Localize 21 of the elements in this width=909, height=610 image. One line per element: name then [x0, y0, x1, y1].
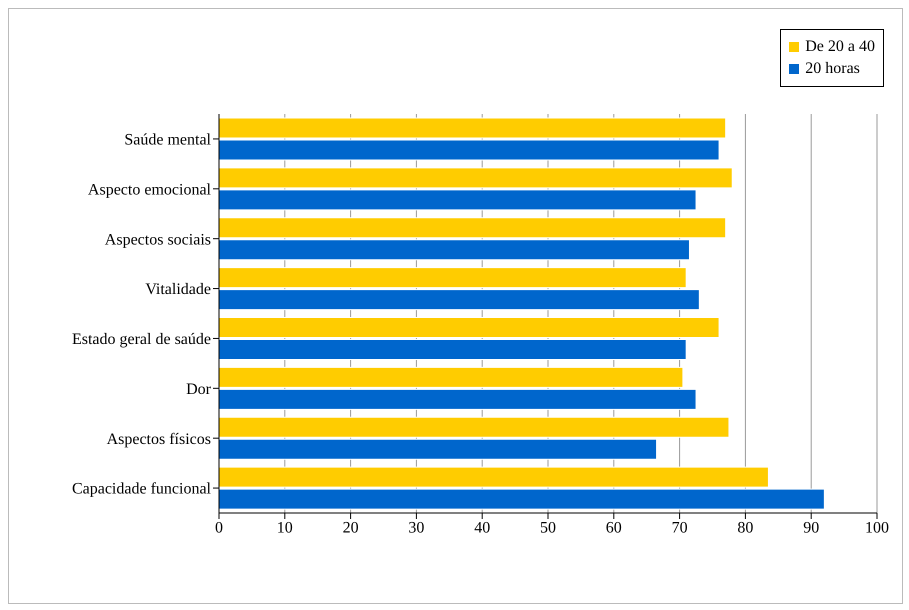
- y-tick-label: Capacidade funcional: [72, 480, 212, 498]
- y-tick-label: Dor: [186, 380, 212, 398]
- x-tick-label: 10: [276, 519, 293, 536]
- x-tick-label: 0: [215, 519, 223, 536]
- y-tick-label: Aspectos físicos: [106, 430, 211, 448]
- x-tick-label: 80: [737, 519, 754, 536]
- x-tick-label: 100: [865, 519, 889, 536]
- x-tick-label: 30: [408, 519, 424, 536]
- x-tick-label: 20: [342, 519, 359, 536]
- legend-label: 20 horas: [805, 60, 860, 78]
- y-tick-label: Aspecto emocional: [88, 181, 212, 198]
- y-tick-label: Vitalidade: [145, 281, 211, 298]
- x-tick-label: 40: [474, 519, 490, 536]
- legend-label: De 20 a 40: [805, 38, 875, 56]
- y-tick-label: Aspectos sociais: [104, 231, 211, 248]
- x-tick-label: 60: [606, 519, 622, 536]
- x-tick-label: 70: [672, 519, 688, 536]
- y-tick-label: Estado geral de saúde: [72, 331, 211, 348]
- x-tick-label: 50: [540, 519, 556, 536]
- y-tick-label: Saúde mental: [124, 132, 212, 149]
- x-tick-label: 90: [803, 519, 820, 536]
